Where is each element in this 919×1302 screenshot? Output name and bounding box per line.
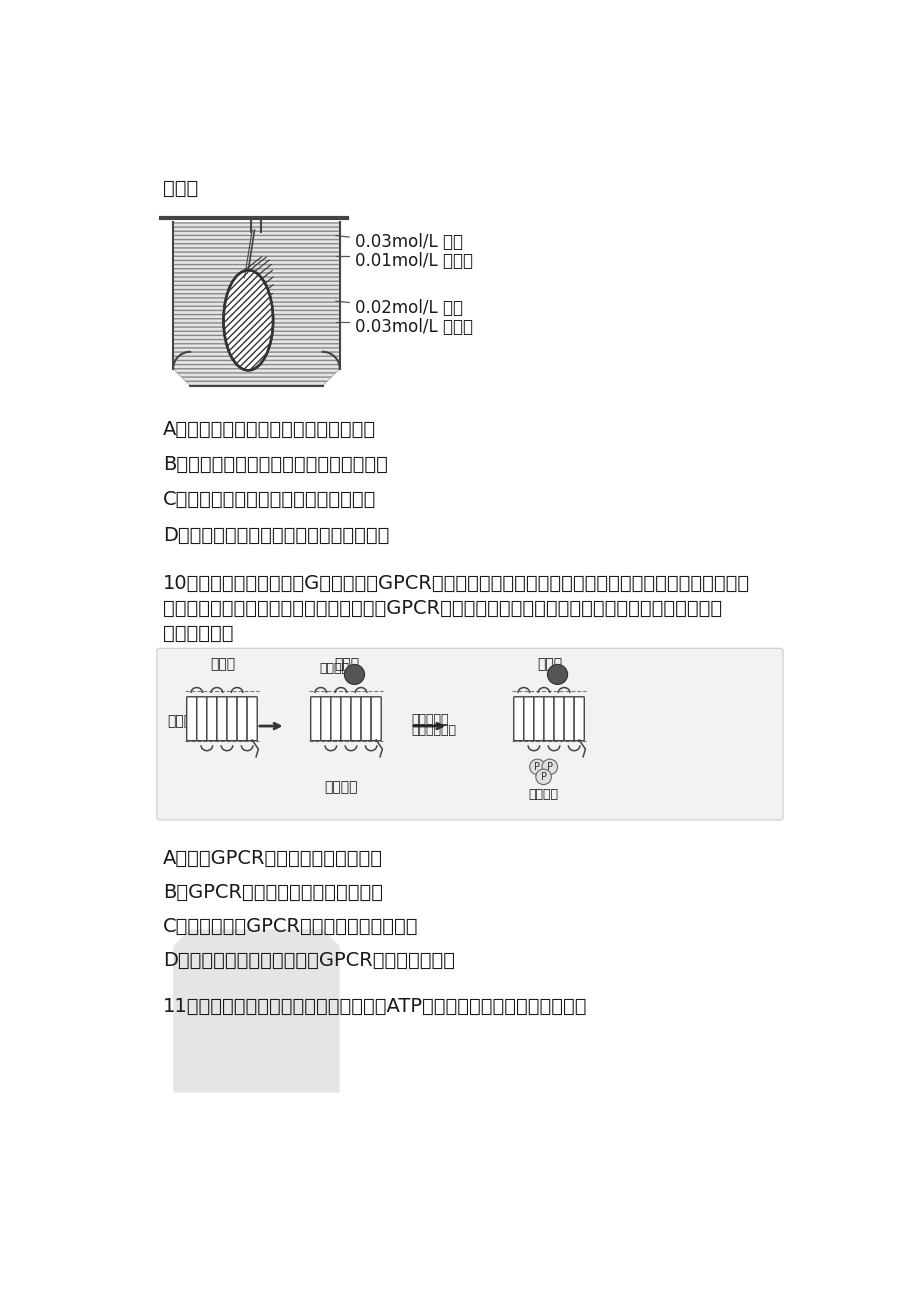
Circle shape [344,664,364,685]
Text: D．透析袋体积减小，袋内葡萄糖浓度增大: D．透析袋体积减小，袋内葡萄糖浓度增大 [163,526,389,544]
FancyBboxPatch shape [351,697,360,741]
Text: 细胞膜: 细胞膜 [167,715,193,729]
Text: C．透析袋体积减小，袋内蔗糖浓度增大: C．透析袋体积减小，袋内蔗糖浓度增大 [163,491,376,509]
FancyBboxPatch shape [341,697,351,741]
Text: A．透析袋体积增大，袋内蔗糖浓度减小: A．透析袋体积增大，袋内蔗糖浓度减小 [163,419,376,439]
Text: B．GPCR的水溶性部分形成跨膜结构: B．GPCR的水溶性部分形成跨膜结构 [163,883,382,902]
Text: 11．线粒体与叶绳体利用相似的机制产生ATP，如图所示。下列叙述正确的是: 11．线粒体与叶绳体利用相似的机制产生ATP，如图所示。下列叙述正确的是 [163,997,587,1016]
FancyBboxPatch shape [360,697,370,741]
FancyBboxPatch shape [331,697,341,741]
Text: 脱敏态: 脱敏态 [537,656,562,671]
Text: 0.03mol/L 葡萄糖: 0.03mol/L 葡萄糖 [355,318,472,336]
FancyBboxPatch shape [370,697,380,741]
FancyBboxPatch shape [187,697,197,741]
FancyBboxPatch shape [311,697,321,741]
FancyBboxPatch shape [513,697,523,741]
Text: 0.01mol/L 葡萄糖: 0.01mol/L 葡萄糖 [355,253,472,271]
Circle shape [529,759,545,775]
Text: 信号过强或: 信号过强或 [412,713,448,727]
Text: 信号传递: 信号传递 [323,780,357,794]
Text: 10．真核细胞表面有多种G蛋白受体（GPCR），它们都具有七重跨膜结构。这类受体可介导多种胞外信号: 10．真核细胞表面有多种G蛋白受体（GPCR），它们都具有七重跨膜结构。这类受体… [163,574,749,594]
FancyBboxPatch shape [227,697,237,741]
Text: A．不同GPCR的氨基酸排列顺序相同: A．不同GPCR的氨基酸排列顺序相同 [163,849,382,868]
Circle shape [547,664,567,685]
Text: 0.02mol/L 蔗糖: 0.02mol/L 蔗糖 [355,298,463,316]
Text: 的细胞应答。信号过强或作用时间过长会使GPCR成为脱敏态，从而解除信号分子作用，如图所示。下列: 的细胞应答。信号过强或作用时间过长会使GPCR成为脱敏态，从而解除信号分子作用，… [163,599,721,618]
FancyBboxPatch shape [156,648,782,820]
FancyBboxPatch shape [237,697,247,741]
Text: 0.03mol/L 蔗糖: 0.03mol/L 蔗糖 [355,233,463,251]
Ellipse shape [223,271,273,370]
Circle shape [541,759,557,775]
FancyBboxPatch shape [197,697,207,741]
Text: 始相比: 始相比 [163,180,199,198]
FancyBboxPatch shape [563,697,573,741]
FancyBboxPatch shape [533,697,543,741]
Text: D．胞外信号消失后脱敏态的GPCR将恢复为活化态: D．胞外信号消失后脱敏态的GPCR将恢复为活化态 [163,950,455,970]
Polygon shape [173,223,339,385]
FancyBboxPatch shape [573,697,584,741]
Text: P: P [540,772,546,783]
Text: C．抑制蛋白使GPCR不能向细胞内传递信号: C．抑制蛋白使GPCR不能向细胞内传递信号 [163,917,418,936]
Text: B．透析袋体积增大，袋内葡萄糖浓度减小: B．透析袋体积增大，袋内葡萄糖浓度减小 [163,454,388,474]
Text: 感受态: 感受态 [210,656,235,671]
Polygon shape [173,930,339,1092]
Ellipse shape [223,271,273,370]
FancyBboxPatch shape [523,697,533,741]
Text: 活化态: 活化态 [334,656,359,671]
Text: 抑制蛋白: 抑制蛋白 [528,789,558,802]
Text: P: P [546,762,552,772]
FancyBboxPatch shape [543,697,553,741]
Text: 信号分子: 信号分子 [319,663,349,676]
FancyBboxPatch shape [553,697,563,741]
FancyBboxPatch shape [321,697,331,741]
Text: P: P [534,762,539,772]
FancyBboxPatch shape [217,697,227,741]
Circle shape [535,769,550,785]
Text: 叙述正确的是: 叙述正确的是 [163,624,233,643]
FancyBboxPatch shape [207,697,217,741]
FancyBboxPatch shape [247,697,257,741]
Text: 作用时间过长: 作用时间过长 [412,724,457,737]
